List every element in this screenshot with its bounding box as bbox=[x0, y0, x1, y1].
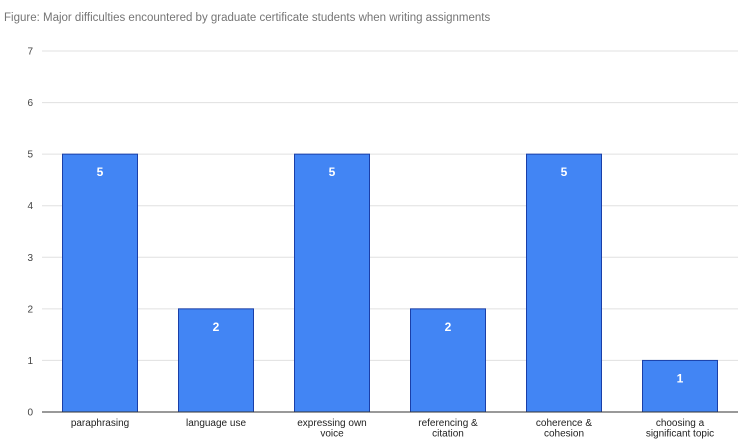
x-tick-label: expressing own voice bbox=[297, 418, 366, 440]
data-labels: 5 2 5 2 5 1 bbox=[97, 165, 684, 385]
y-tick-label: 3 bbox=[27, 253, 33, 264]
gridlines bbox=[42, 50, 738, 361]
data-label: 2 bbox=[213, 320, 220, 334]
y-axis-ticks: 0 1 2 3 4 5 6 7 bbox=[27, 47, 33, 419]
x-tick-label: paraphrasing bbox=[71, 418, 129, 429]
bar bbox=[642, 359, 718, 413]
bar bbox=[294, 153, 370, 413]
bar bbox=[62, 153, 138, 413]
x-tick-label: referencing & citation bbox=[418, 418, 478, 440]
data-label: 5 bbox=[97, 165, 104, 179]
x-axis-ticks: paraphrasing language use expressing own vo… bbox=[71, 418, 714, 440]
y-tick-label: 2 bbox=[27, 304, 33, 315]
y-tick-label: 5 bbox=[27, 150, 33, 161]
x-tick-label: choosing a significant topic bbox=[646, 418, 714, 440]
y-tick-label: 6 bbox=[27, 98, 33, 109]
data-label: 5 bbox=[561, 165, 568, 179]
chart-title: Figure: Major difficulties encountered b… bbox=[4, 12, 490, 24]
y-tick-label: 4 bbox=[27, 201, 33, 212]
x-tick-label: language use bbox=[186, 418, 246, 429]
y-tick-label: 0 bbox=[27, 408, 33, 419]
y-tick-label: 7 bbox=[27, 47, 33, 58]
x-tick-label: coherence & cohesion bbox=[536, 418, 592, 440]
data-label: 1 bbox=[677, 371, 684, 385]
data-label: 5 bbox=[329, 165, 336, 179]
bar bbox=[526, 153, 602, 413]
data-label: 2 bbox=[445, 320, 452, 334]
bar bbox=[410, 308, 486, 413]
bars bbox=[62, 153, 718, 413]
y-tick-label: 1 bbox=[27, 356, 33, 367]
